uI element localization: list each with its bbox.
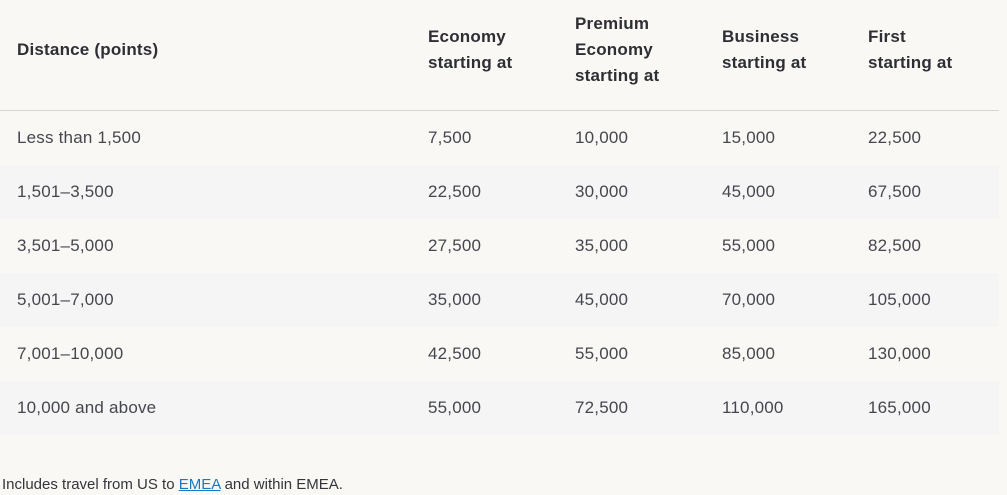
points-cell-economy: 42,500 (428, 344, 482, 363)
points-cell-premium-economy: 35,000 (575, 236, 629, 255)
distance-cell: 1,501–3,500 (17, 182, 114, 201)
points-cell-first: 105,000 (868, 290, 931, 309)
header-row: Distance (points) Economy starting at Pr… (0, 0, 999, 111)
footnote-suffix: and within EMEA. (220, 476, 343, 493)
points-cell-business: 85,000 (722, 344, 776, 363)
points-cell-business: 15,000 (722, 128, 776, 147)
points-cell-premium-economy: 72,500 (575, 398, 629, 417)
award-table-header: Distance (points) Economy starting at Pr… (0, 0, 999, 111)
distance-cell: Less than 1,500 (17, 128, 141, 147)
column-header-business: Business starting at (722, 0, 868, 111)
award-table-body: Less than 1,500 7,500 10,000 15,000 22,5… (0, 111, 999, 435)
points-cell-business: 70,000 (722, 290, 776, 309)
column-header-distance: Distance (points) (0, 0, 428, 111)
column-header-first: First starting at (868, 0, 999, 111)
points-cell-business: 45,000 (722, 182, 776, 201)
column-header-economy: Economy starting at (428, 0, 575, 111)
table-row: 7,001–10,000 42,500 55,000 85,000 130,00… (0, 327, 999, 381)
points-cell-first: 165,000 (868, 398, 931, 417)
footnote-prefix: Includes travel from US to (2, 476, 179, 493)
distance-cell: 5,001–7,000 (17, 290, 114, 309)
points-cell-economy: 7,500 (428, 128, 472, 147)
points-cell-economy: 55,000 (428, 398, 482, 417)
distance-cell: 3,501–5,000 (17, 236, 114, 255)
points-cell-first: 130,000 (868, 344, 931, 363)
points-cell-premium-economy: 30,000 (575, 182, 629, 201)
points-cell-first: 22,500 (868, 128, 922, 147)
table-row: Less than 1,500 7,500 10,000 15,000 22,5… (0, 111, 999, 166)
footnote: Includes travel from US to EMEA and with… (2, 475, 1007, 495)
emea-link[interactable]: EMEA (178, 476, 221, 493)
table-row: 5,001–7,000 35,000 45,000 70,000 105,000 (0, 273, 999, 327)
column-header-premium-economy: Premium Economy starting at (575, 0, 722, 111)
table-row: 3,501–5,000 27,500 35,000 55,000 82,500 (0, 219, 999, 273)
points-cell-premium-economy: 45,000 (575, 290, 629, 309)
points-cell-business: 55,000 (722, 236, 776, 255)
points-cell-first: 82,500 (868, 236, 922, 255)
distance-cell: 10,000 and above (17, 398, 157, 417)
points-cell-premium-economy: 10,000 (575, 128, 629, 147)
points-cell-premium-economy: 55,000 (575, 344, 629, 363)
distance-cell: 7,001–10,000 (17, 344, 124, 363)
table-row: 10,000 and above 55,000 72,500 110,000 1… (0, 381, 999, 435)
points-cell-economy: 22,500 (428, 182, 482, 201)
points-cell-first: 67,500 (868, 182, 922, 201)
table-row: 1,501–3,500 22,500 30,000 45,000 67,500 (0, 165, 999, 219)
points-cell-economy: 35,000 (428, 290, 482, 309)
award-points-table: Distance (points) Economy starting at Pr… (0, 0, 999, 435)
points-cell-business: 110,000 (722, 398, 784, 417)
points-cell-economy: 27,500 (428, 236, 482, 255)
